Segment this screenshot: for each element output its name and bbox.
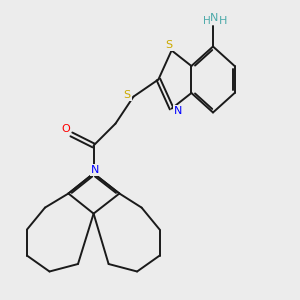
Text: N: N [91, 165, 99, 175]
Text: H: H [218, 16, 227, 26]
Text: N: N [174, 106, 182, 116]
Text: S: S [123, 90, 130, 100]
Text: H: H [202, 16, 210, 26]
Text: O: O [61, 124, 70, 134]
Text: S: S [166, 40, 173, 50]
Text: N: N [210, 13, 219, 23]
